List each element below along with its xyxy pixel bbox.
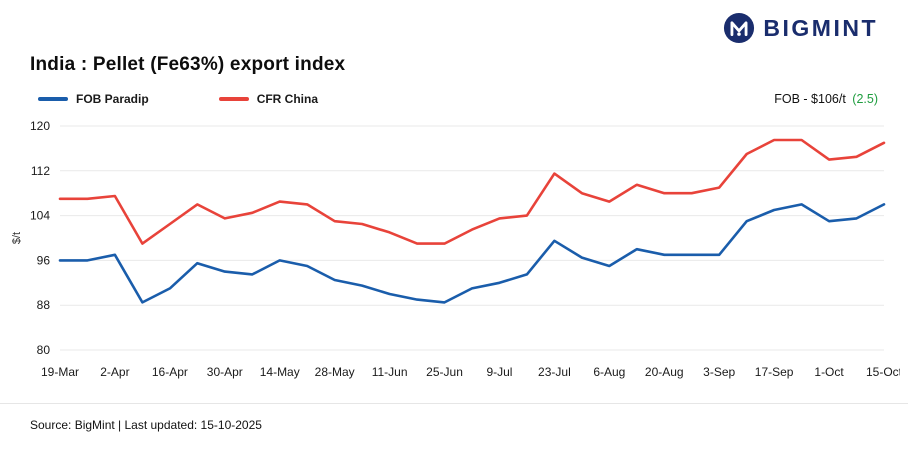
line-chart: 80 88 96 104 112 120 $/t 19-Mar 2-Apr 16-Apr 30-Ap… <box>11 119 903 379</box>
x-tick-11-Jun: 11-Jun <box>372 365 408 379</box>
cfr-china-marker <box>218 97 249 101</box>
x-tick-14-May: 14-May <box>260 365 300 379</box>
fob-price-note: FOB - $106/t (2.5) <box>774 92 878 106</box>
y-tick-120: 120 <box>30 119 50 133</box>
x-tick-30-Apr: 30-Apr <box>207 365 243 379</box>
x-tick-9-Jul: 9-Jul <box>486 365 512 379</box>
x-tick-3-Sep: 3-Sep <box>703 365 735 379</box>
y-tick-88: 88 <box>37 298 51 312</box>
footer: Source: BigMint | Last updated: 15-10-20… <box>0 403 908 434</box>
source-text: Source: BigMint | Last updated: 15-10-20… <box>30 418 262 432</box>
legend-item-fob-paradip[interactable]: FOB Paradip <box>38 92 149 106</box>
bigmint-m-icon <box>724 12 755 44</box>
x-tick-25-Jun: 25-Jun <box>426 365 463 379</box>
y-tick-112: 112 <box>31 164 50 178</box>
x-tick-19-Mar: 19-Mar <box>41 365 79 379</box>
fob-price-change: (2.5) <box>852 92 878 106</box>
fob-paradip-label: FOB Paradip <box>76 92 149 106</box>
x-tick-23-Jul: 23-Jul <box>538 365 571 379</box>
x-tick-28-May: 28-May <box>315 365 355 379</box>
x-tick-1-Oct: 1-Oct <box>814 365 844 379</box>
x-tick-6-Aug: 6-Aug <box>593 365 625 379</box>
x-tick-15-Oct: 15-Oct <box>866 365 900 379</box>
x-tick-2-Apr: 2-Apr <box>100 365 129 379</box>
page-header: BIGMINT <box>0 0 908 46</box>
fob-price-text: FOB - $106/t <box>774 92 846 106</box>
fob-paradip-marker <box>38 97 68 101</box>
cfr-china-label: CFR China <box>256 92 319 106</box>
y-axis-label: $/t <box>11 232 23 244</box>
x-tick-17-Sep: 17-Sep <box>755 365 794 379</box>
y-tick-104: 104 <box>30 209 50 223</box>
legend-item-cfr-china[interactable]: CFR China <box>218 92 319 106</box>
bigmint-logo: BIGMINT <box>723 10 878 46</box>
y-tick-96: 96 <box>37 253 51 267</box>
chart-legend: FOB Paradip CFR China <box>38 92 318 106</box>
chart-title: India : Pellet (Fe63%) export index <box>30 54 346 75</box>
fob-paradip-line <box>58 203 886 304</box>
y-tick-80: 80 <box>37 343 51 357</box>
chart-area: 80 88 96 104 112 120 $/t 19-Mar 2-Apr 16-Apr 30-Ap… <box>8 114 908 393</box>
x-tick-20-Aug: 20-Aug <box>645 365 684 379</box>
x-tick-16-Apr: 16-Apr <box>152 365 188 379</box>
cfr-china-line <box>58 138 886 245</box>
bigmint-wordmark: BIGMINT <box>763 14 878 41</box>
legend-row: FOB Paradip CFR China FOB - $106/t (2.5) <box>38 92 878 106</box>
